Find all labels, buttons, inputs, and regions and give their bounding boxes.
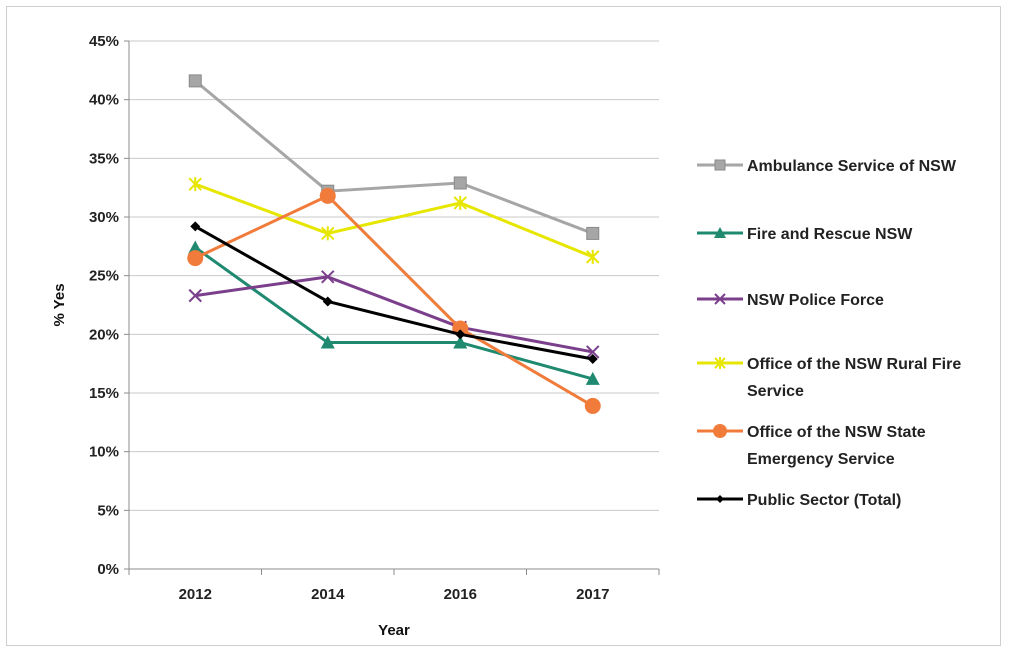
series-line (194, 182, 594, 259)
series-3 (188, 177, 600, 264)
data-point (188, 288, 202, 303)
data-point (453, 195, 467, 210)
data-point (714, 227, 726, 238)
data-point (714, 159, 726, 171)
data-point (585, 371, 600, 385)
legend-label: Office of the NSW Rural Fire Service (747, 356, 961, 400)
line-chart: 0% 5% 10% 15% 20% 25% 30% 35% 40% 45% 2012 2014 2016… (51, 33, 961, 639)
legend-entry: Public Sector (Total) (697, 492, 901, 509)
x-tick-label: 2017 (576, 586, 609, 603)
legend-label: Office of the NSW State Emergency Service (747, 424, 926, 468)
data-point (584, 397, 601, 414)
data-point (713, 424, 727, 438)
data-point (320, 335, 335, 349)
legend: Ambulance Service of NSW Fire and Rescue … (697, 158, 961, 509)
y-tick-label: 0% (97, 561, 119, 578)
y-tick-label: 45% (89, 33, 119, 50)
x-tick-label: 2016 (444, 586, 477, 603)
legend-label: Public Sector (Total) (747, 492, 901, 509)
y-tick-label: 15% (89, 385, 119, 402)
legend-label: NSW Police Force (747, 292, 884, 309)
data-point (188, 240, 203, 254)
data-point (188, 177, 202, 192)
y-tick-label: 5% (97, 502, 119, 519)
legend-entry: Office of the NSW Rural Fire Service (697, 356, 961, 400)
legend-entry: Office of the NSW State Emergency Service (697, 424, 926, 468)
series-1 (188, 240, 600, 385)
data-point (188, 74, 202, 88)
y-tick-label: 20% (89, 326, 119, 343)
data-point (322, 296, 333, 307)
series-line (195, 275, 594, 354)
legend-label: Fire and Rescue NSW (747, 226, 913, 243)
series-line (194, 246, 594, 381)
y-tick-label: 40% (89, 92, 119, 109)
gridlines (129, 40, 659, 570)
data-point (321, 270, 335, 284)
data-point (453, 176, 467, 190)
data-point (190, 221, 201, 232)
legend-entry: NSW Police Force (697, 292, 884, 309)
series-2 (188, 270, 600, 359)
series-lines (187, 74, 601, 414)
legend-entry: Ambulance Service of NSW (697, 158, 957, 175)
series-line (194, 194, 594, 408)
data-point (453, 335, 468, 349)
legend-entry: Fire and Rescue NSW (697, 226, 913, 243)
data-point (586, 345, 600, 359)
data-point (319, 187, 336, 204)
data-point (716, 495, 724, 503)
data-point (714, 357, 726, 369)
data-point (321, 226, 335, 241)
y-axis-title: % Yes (51, 283, 68, 326)
x-tick-label: 2014 (311, 586, 345, 603)
data-point (587, 353, 598, 364)
x-tick-label: 2012 (179, 586, 212, 603)
data-point (714, 293, 726, 305)
data-point (187, 250, 204, 267)
y-tick-label: 30% (89, 209, 119, 226)
series-4 (187, 187, 601, 414)
data-point (455, 329, 466, 340)
y-tick-label: 10% (89, 444, 119, 461)
series-5 (190, 221, 598, 364)
series-line (194, 79, 594, 235)
legend-label: Ambulance Service of NSW (747, 158, 957, 175)
series-line (194, 225, 594, 361)
data-point (586, 249, 600, 264)
y-tick-label: 25% (89, 268, 119, 285)
chart-frame: 0% 5% 10% 15% 20% 25% 30% 35% 40% 45% 2012 2014 2016… (6, 6, 1001, 646)
x-axis-title: Year (378, 622, 410, 639)
data-point (586, 226, 600, 240)
y-tick-label: 35% (89, 150, 119, 167)
axes: 0% 5% 10% 15% 20% 25% 30% 35% 40% 45% 2012 2014 2016… (89, 33, 660, 603)
